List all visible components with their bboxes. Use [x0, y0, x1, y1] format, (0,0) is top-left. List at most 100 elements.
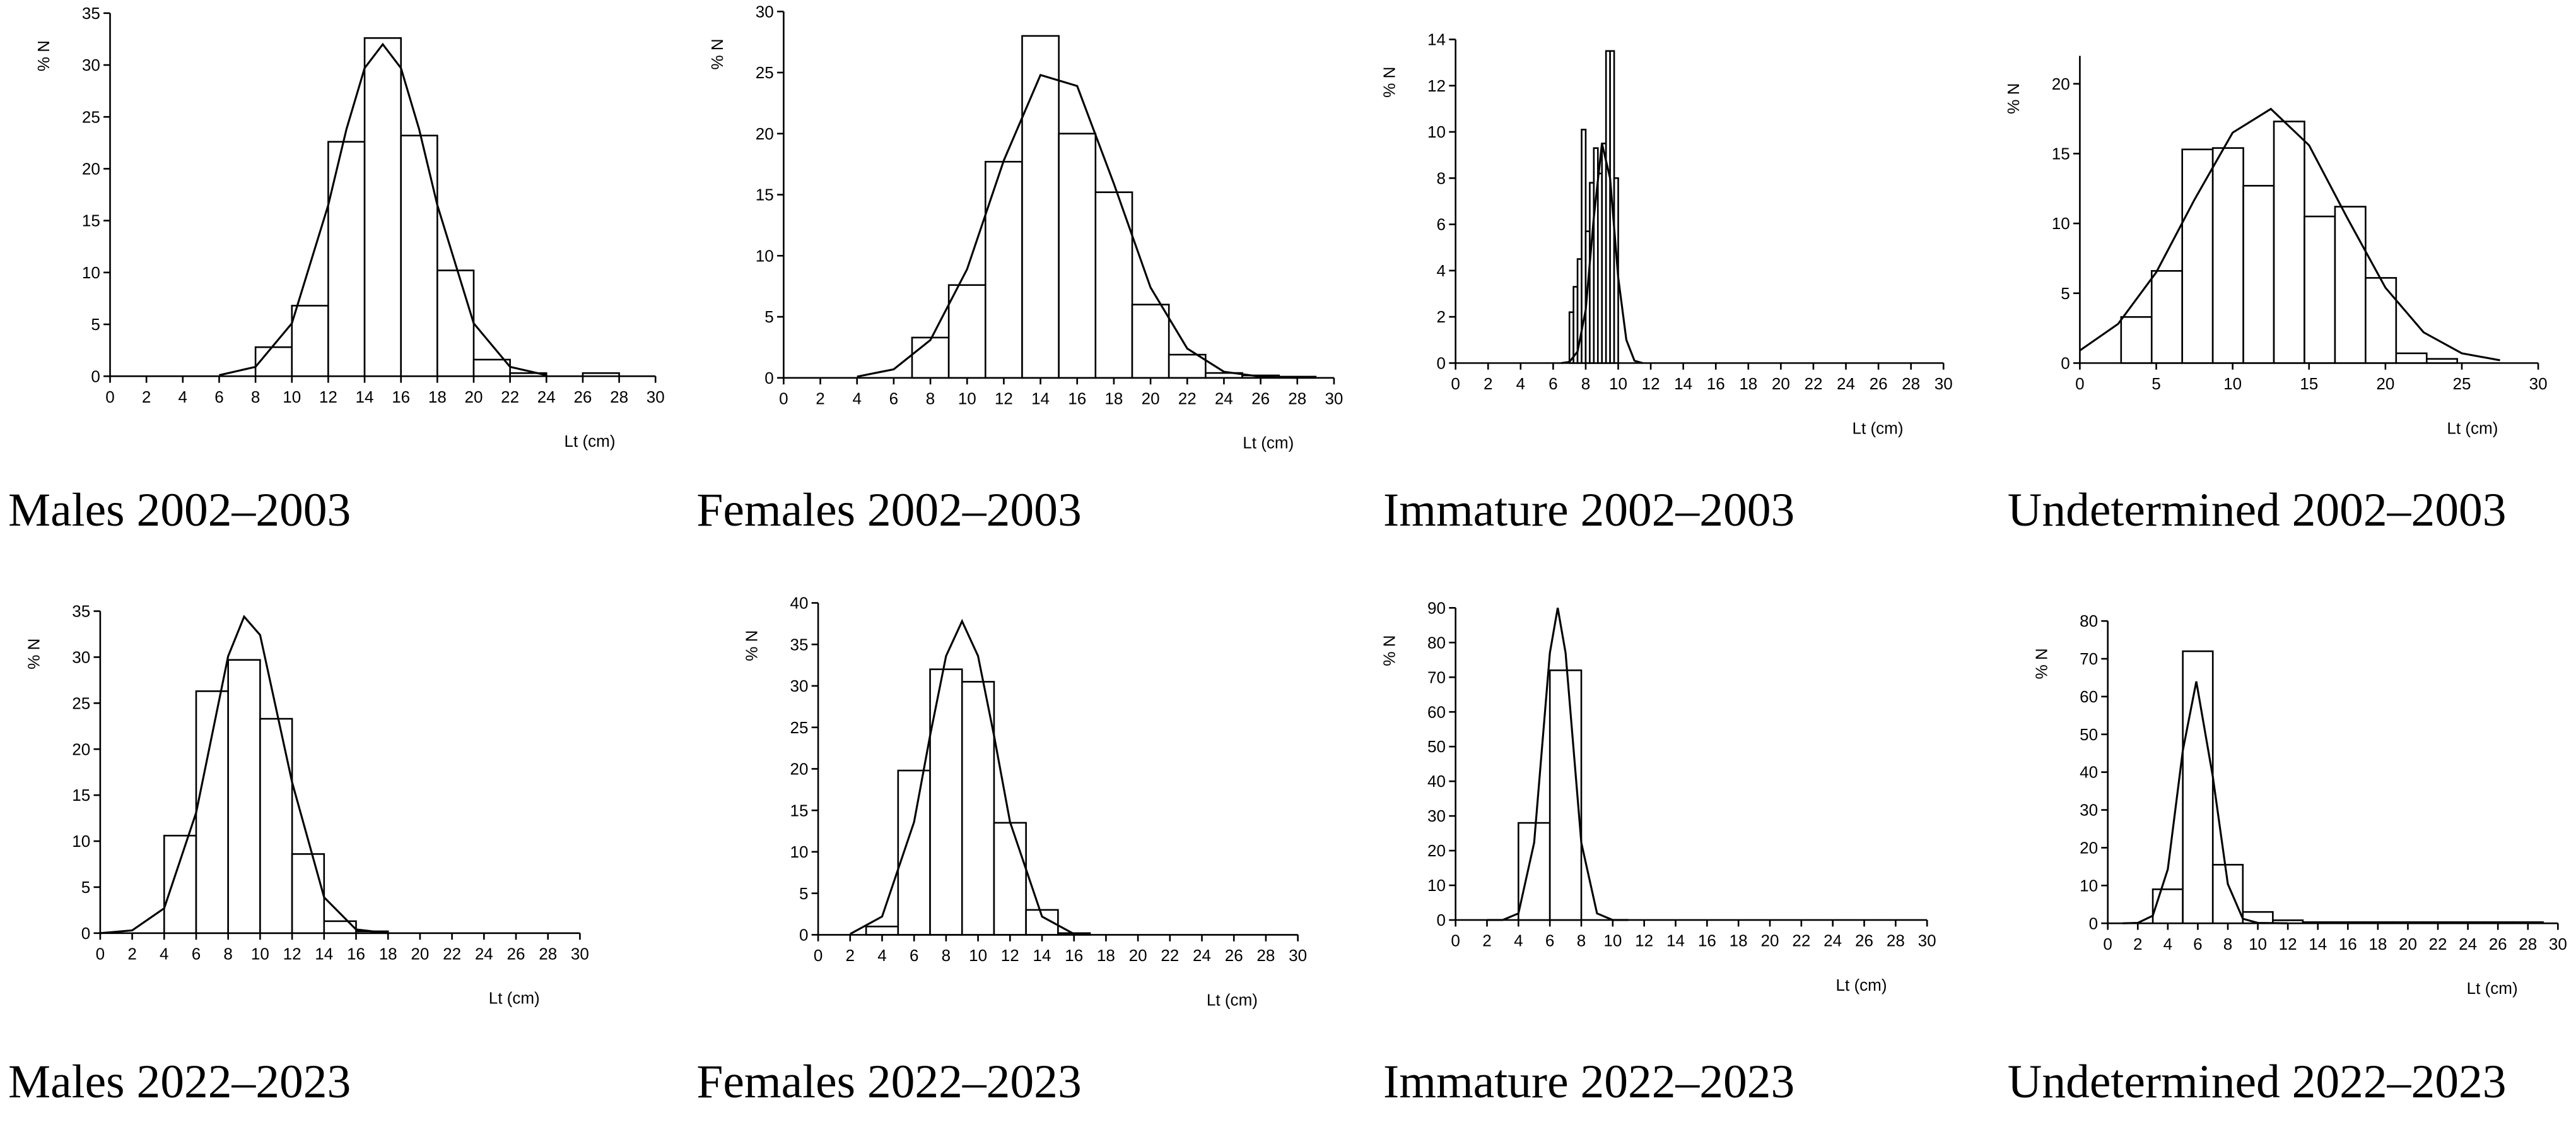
bar — [2425, 358, 2459, 364]
x-tick-label: 0 — [105, 387, 114, 406]
y-tick-label: 5 — [764, 307, 773, 326]
y-tick-label: 25 — [72, 693, 90, 712]
bar — [1168, 353, 1207, 379]
x-tick-label: 16 — [1707, 374, 1725, 393]
bar — [2395, 352, 2428, 364]
y-tick-label: 0 — [81, 924, 90, 943]
x-tick-label: 30 — [1918, 931, 1936, 950]
bar — [2181, 148, 2214, 364]
y-tick-label: 15 — [790, 801, 808, 820]
y-tick-label: 0 — [764, 369, 773, 387]
x-tick-label: 10 — [958, 389, 976, 408]
x-tick-label: 0 — [1451, 931, 1460, 950]
y-tick-label: 0 — [91, 367, 100, 386]
bar — [254, 346, 293, 377]
bar — [1058, 133, 1097, 379]
x-tick-label: 26 — [1251, 389, 1270, 408]
x-tick-label: 0 — [2075, 374, 2084, 393]
x-tick-label: 30 — [571, 944, 589, 963]
x-tick-label: 26 — [1870, 374, 1888, 393]
y-tick-label: 90 — [1427, 598, 1446, 617]
fit-curve — [219, 42, 547, 377]
bar — [1021, 35, 1060, 379]
x-tick-label: 22 — [443, 944, 461, 963]
bar — [1549, 669, 1583, 921]
y-tick-label: 0 — [1437, 353, 1446, 372]
y-tick-label: 0 — [2061, 353, 2070, 372]
y-tick-label: 30 — [1427, 806, 1446, 825]
y-tick-label: 20 — [2052, 74, 2070, 93]
y-tick-label: 20 — [790, 760, 808, 779]
x-tick-label: 2 — [142, 387, 151, 406]
y-tick-label: 80 — [2080, 611, 2098, 630]
x-tick-label: 16 — [1068, 389, 1086, 408]
x-tick-label: 0 — [1451, 374, 1460, 393]
x-tick-label: 22 — [1178, 389, 1197, 408]
x-tick-label: 30 — [2529, 374, 2548, 393]
x-tick-label: 16 — [347, 944, 365, 963]
bar — [2452, 921, 2484, 924]
bar — [2304, 215, 2336, 364]
x-tick-label: 4 — [2163, 935, 2172, 953]
fit-curve — [100, 615, 389, 935]
x-tick-label: 12 — [283, 944, 302, 963]
y-tick-label: 80 — [1427, 633, 1446, 652]
y-tick-label: 40 — [1427, 772, 1446, 791]
x-tick-label: 22 — [1161, 946, 1179, 965]
y-tick-label: 60 — [1427, 702, 1446, 721]
x-tick-label: 16 — [1065, 946, 1083, 965]
y-tick-label: 30 — [72, 648, 90, 667]
x-tick-label: 10 — [1609, 374, 1627, 393]
bar — [2482, 921, 2514, 924]
x-tick-label: 26 — [573, 387, 592, 406]
y-tick-label: 0 — [799, 926, 808, 945]
y-axis-label: % N — [2032, 648, 2051, 679]
y-tick-label: 6 — [1437, 215, 1446, 234]
y-tick-label: 30 — [756, 2, 774, 21]
y-tick-label: 5 — [2061, 284, 2070, 303]
x-tick-label: 2 — [2133, 935, 2142, 953]
y-tick-label: 10 — [790, 842, 808, 861]
y-tick-label: 30 — [82, 56, 100, 74]
y-tick-label: 70 — [1427, 668, 1446, 687]
y-axis-label: % N — [1379, 635, 1398, 666]
x-tick-label: 8 — [942, 946, 951, 965]
bar — [2392, 921, 2424, 924]
bar — [163, 834, 197, 935]
y-tick-label: 10 — [82, 263, 100, 282]
x-tick-label: 15 — [2300, 374, 2318, 393]
caption: Immature 2022–2023 — [1383, 1056, 1794, 1108]
x-tick-label: 4 — [852, 389, 861, 408]
y-tick-label: 2 — [1437, 307, 1446, 326]
x-axis-label: Lt (cm) — [565, 432, 616, 451]
y-tick-label: 20 — [82, 160, 100, 179]
x-tick-label: 14 — [2309, 935, 2327, 953]
x-tick-label: 24 — [537, 387, 556, 406]
y-tick-label: 15 — [82, 211, 100, 230]
y-axis-label: % N — [25, 639, 44, 670]
bar — [436, 269, 475, 377]
y-tick-label: 35 — [82, 4, 100, 23]
x-tick-label: 18 — [1097, 946, 1115, 965]
x-tick-label: 10 — [2223, 374, 2242, 393]
x-tick-label: 0 — [814, 946, 823, 965]
bar — [2273, 121, 2305, 364]
bar — [291, 305, 329, 377]
x-tick-label: 2 — [1482, 931, 1491, 950]
x-tick-label: 14 — [1666, 931, 1685, 950]
caption: Females 2002–2003 — [696, 484, 1081, 536]
y-tick-label: 5 — [91, 315, 100, 334]
x-tick-label: 14 — [1031, 389, 1050, 408]
y-tick-label: 12 — [1427, 76, 1446, 95]
y-tick-label: 20 — [2080, 839, 2098, 858]
y-tick-label: 0 — [2089, 914, 2098, 933]
bar — [2334, 206, 2367, 364]
x-tick-label: 8 — [2223, 935, 2232, 953]
bar — [2242, 911, 2274, 924]
x-tick-label: 10 — [283, 387, 301, 406]
bar — [1131, 304, 1170, 379]
bar — [961, 681, 995, 936]
y-tick-label: 20 — [1427, 841, 1446, 860]
y-tick-label: 10 — [1427, 122, 1446, 141]
bar — [291, 853, 325, 935]
